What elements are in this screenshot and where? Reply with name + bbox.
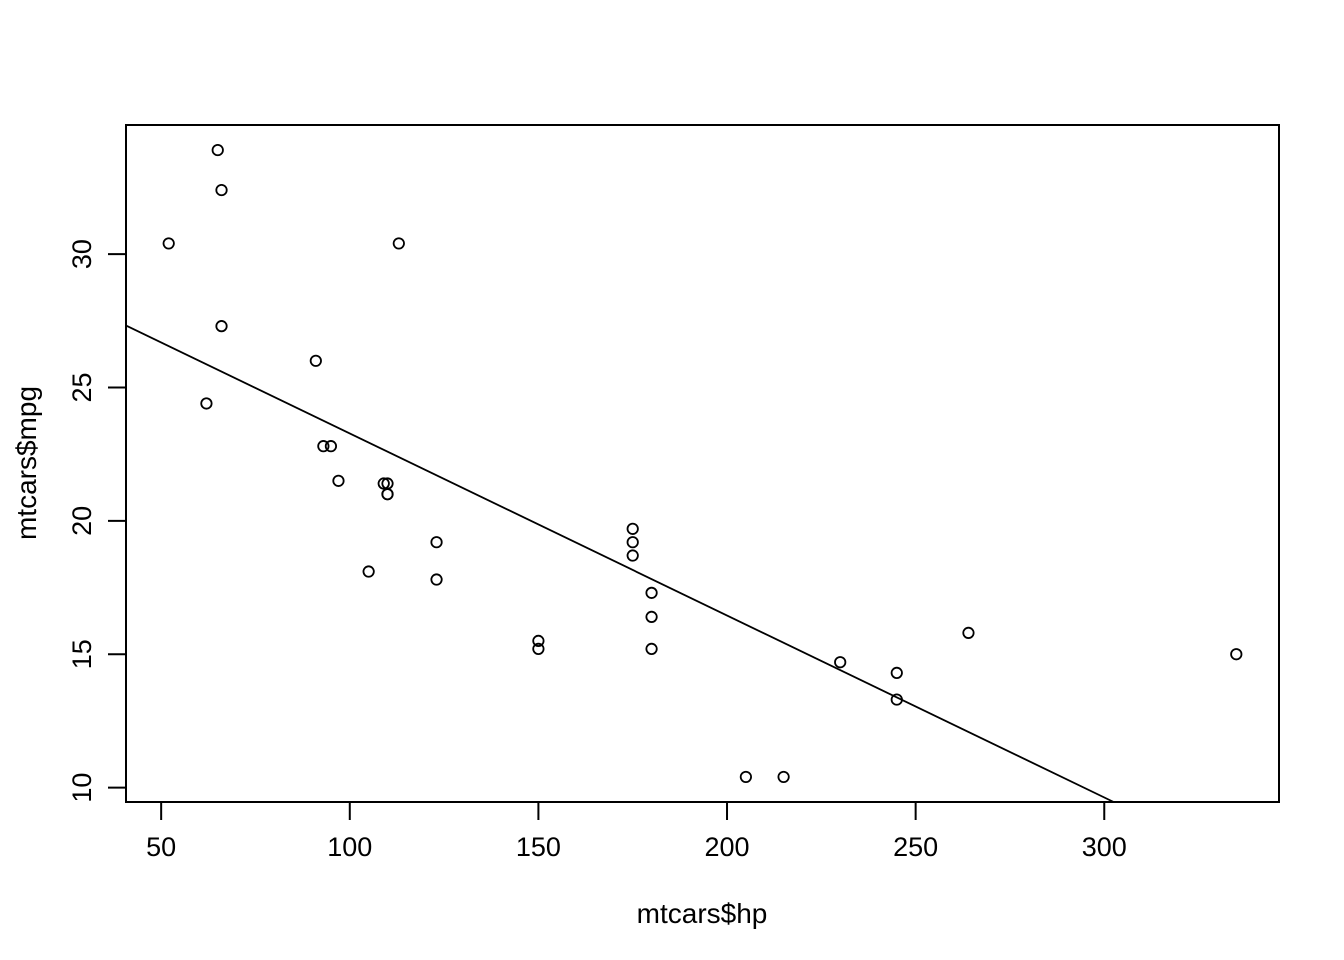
data-point bbox=[962, 626, 975, 639]
x-tick-label: 100 bbox=[327, 832, 372, 862]
regression-line bbox=[125, 324, 1115, 803]
x-axis-title: mtcars$hp bbox=[636, 898, 768, 929]
x-tick-label: 150 bbox=[516, 832, 561, 862]
data-point bbox=[645, 642, 658, 655]
data-point bbox=[377, 477, 390, 490]
x-tick-label: 50 bbox=[146, 832, 176, 862]
x-axis: 50 100 150 200 250 300 bbox=[146, 802, 1127, 862]
x-tick-label: 250 bbox=[893, 832, 938, 862]
y-tick-label: 25 bbox=[67, 372, 97, 402]
data-point bbox=[200, 397, 213, 410]
y-axis: 10 15 20 25 30 bbox=[67, 239, 126, 803]
y-tick-label: 15 bbox=[67, 639, 97, 669]
data-point bbox=[324, 440, 338, 453]
data-point bbox=[739, 770, 752, 784]
data-point bbox=[645, 610, 658, 623]
data-point bbox=[532, 634, 545, 647]
data-point bbox=[645, 586, 658, 599]
data-point bbox=[777, 770, 790, 784]
data-point bbox=[890, 666, 903, 679]
y-axis-title: mtcars$mpg bbox=[11, 385, 42, 541]
x-tick-label: 300 bbox=[1082, 832, 1127, 862]
y-tick-label: 30 bbox=[67, 239, 97, 269]
x-tick-label: 200 bbox=[704, 832, 749, 862]
data-point bbox=[392, 237, 405, 250]
data-point bbox=[430, 573, 443, 586]
data-point bbox=[430, 536, 443, 549]
y-tick-label: 10 bbox=[67, 773, 97, 803]
data-point bbox=[381, 477, 394, 490]
data-point bbox=[834, 656, 847, 669]
data-point bbox=[317, 440, 330, 453]
data-point bbox=[215, 183, 228, 197]
data-points bbox=[162, 143, 1243, 784]
data-point bbox=[626, 536, 639, 549]
plot-box bbox=[125, 124, 1280, 803]
data-point bbox=[211, 143, 224, 157]
y-tick-label: 20 bbox=[67, 506, 97, 536]
data-point bbox=[309, 354, 322, 367]
data-point bbox=[332, 474, 345, 487]
data-point bbox=[162, 237, 175, 250]
data-point bbox=[532, 642, 545, 655]
data-point bbox=[890, 693, 903, 706]
data-point bbox=[362, 565, 375, 578]
data-point bbox=[626, 522, 639, 535]
data-point bbox=[381, 488, 394, 501]
data-point bbox=[1230, 648, 1243, 661]
data-point bbox=[626, 549, 639, 562]
data-point bbox=[215, 320, 228, 333]
